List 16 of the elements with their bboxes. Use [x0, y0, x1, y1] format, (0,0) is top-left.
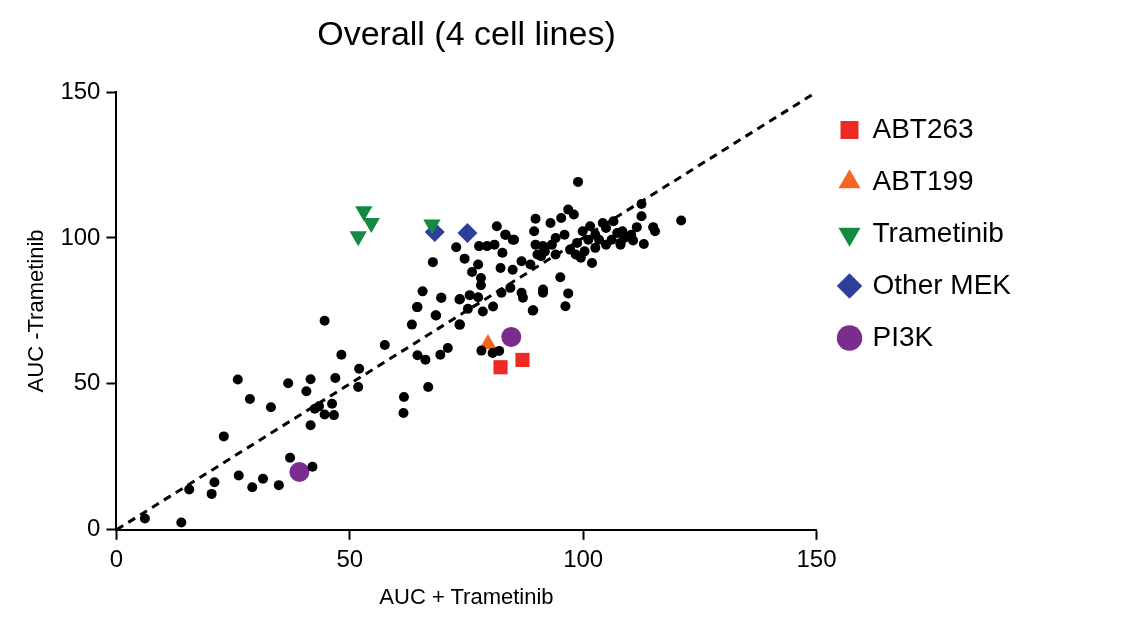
y-tick-label: 150	[60, 76, 101, 104]
x-tick-label: 100	[563, 544, 604, 572]
y-tick-label: 50	[73, 368, 101, 396]
x-tick-label: 150	[796, 544, 837, 572]
legend-label: ABT199	[872, 164, 974, 196]
y-tick-label: 0	[87, 514, 101, 542]
legend-label: Other MEK	[872, 268, 1012, 300]
x-tick-label: 0	[109, 544, 124, 572]
x-tick-label: 50	[336, 544, 364, 572]
legend-label: PI3K	[872, 320, 934, 352]
chart-title: Overall (4 cell lines)	[317, 14, 616, 53]
legend-label: Trametinib	[872, 216, 1004, 248]
legend-label: ABT263	[872, 112, 974, 144]
y-tick-label: 100	[60, 222, 101, 250]
y-axis-title: AUC -Trametinib	[23, 229, 49, 393]
x-axis-title: AUC + Trametinib	[379, 583, 554, 609]
